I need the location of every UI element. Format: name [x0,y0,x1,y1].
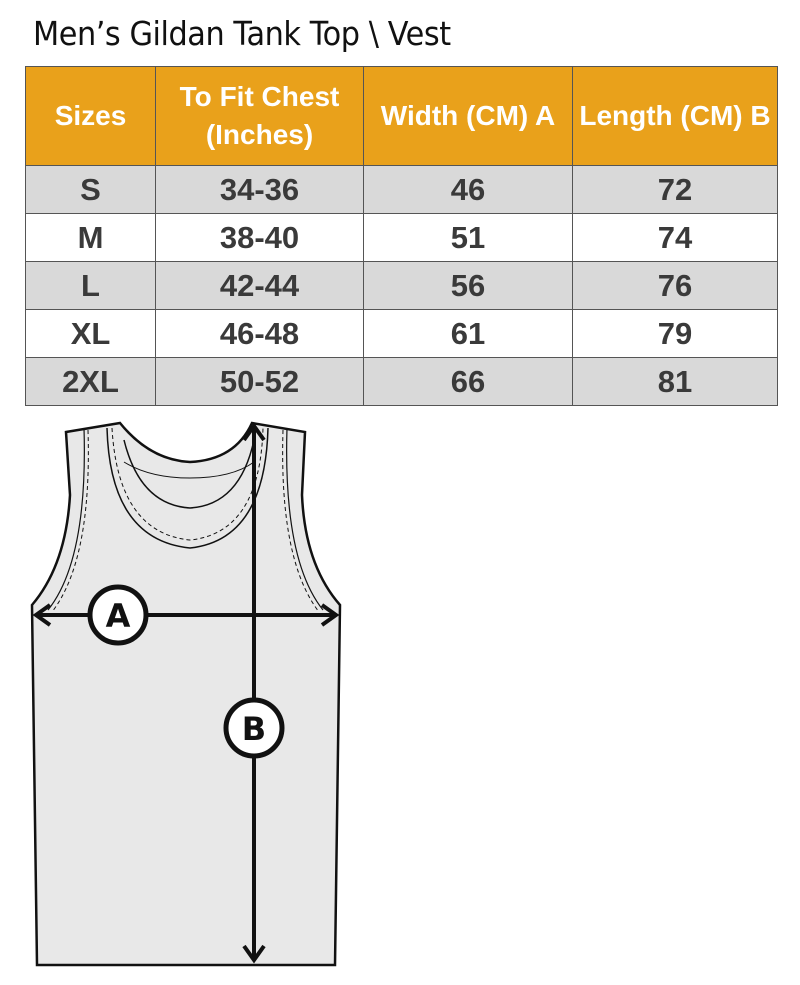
cell: 79 [572,309,778,358]
label-b-circle [223,697,285,759]
cell: 76 [572,261,778,310]
cell: XL [25,309,156,358]
table-row: S 34-36 46 72 [25,165,778,214]
cell: 81 [572,357,778,406]
cell: 2XL [25,357,156,406]
label-a-circle [87,584,149,646]
header-row: Sizes To Fit Chest (Inches) Width (CM) A… [25,66,778,166]
cell: 61 [363,309,573,358]
header-sizes: Sizes [25,66,156,166]
table-row: 2XL 50-52 66 81 [25,357,778,406]
cell: S [25,165,156,214]
table-row: L 42-44 56 76 [25,261,778,310]
label-a: A [106,597,131,635]
cell: 74 [572,213,778,262]
tank-top-diagram: A B [30,421,342,967]
tank-top-outline [30,421,342,967]
cell: 46 [363,165,573,214]
cell: L [25,261,156,310]
table-row: XL 46-48 61 79 [25,309,778,358]
cell: 42-44 [155,261,364,310]
cell: 72 [572,165,778,214]
page-title: Men’s Gildan Tank Top \ Vest [33,14,451,53]
cell: 50-52 [155,357,364,406]
size-table: Sizes To Fit Chest (Inches) Width (CM) A… [25,66,778,406]
length-arrow-b: B [223,422,285,964]
header-width: Width (CM) A [363,66,573,166]
table-row: M 38-40 51 74 [25,213,778,262]
cell: 38-40 [155,213,364,262]
cell: 56 [363,261,573,310]
cell: 51 [363,213,573,262]
cell: M [25,213,156,262]
cell: 34-36 [155,165,364,214]
label-b: B [242,710,266,748]
header-chest: To Fit Chest (Inches) [155,66,364,166]
cell: 66 [363,357,573,406]
width-arrow-a: A [32,584,340,646]
header-length: Length (CM) B [572,66,778,166]
cell: 46-48 [155,309,364,358]
